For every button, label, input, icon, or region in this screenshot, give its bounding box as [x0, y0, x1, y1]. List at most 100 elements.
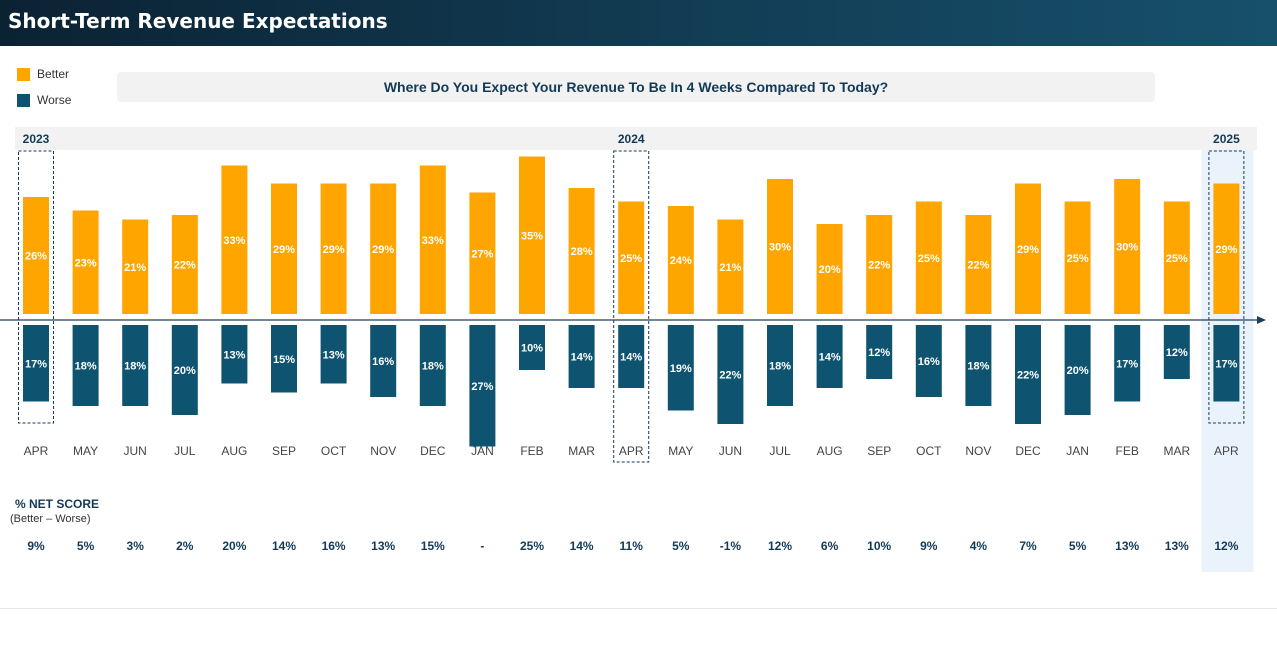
month-label: JUL: [769, 444, 791, 458]
better-value-label: 25%: [1067, 253, 1089, 265]
worse-bar: [717, 325, 744, 424]
legend-swatch-better: [17, 68, 30, 81]
better-value-label: 35%: [521, 230, 543, 242]
net-score-value: 4%: [970, 539, 988, 553]
better-value-label: 29%: [1215, 244, 1237, 256]
worse-value-label: 18%: [124, 361, 146, 373]
better-value-label: 30%: [1116, 242, 1138, 254]
worse-bar: [1114, 325, 1141, 402]
worse-value-label: 14%: [571, 352, 593, 364]
worse-bar: [866, 325, 893, 379]
better-value-label: 21%: [719, 262, 741, 274]
worse-bar: [469, 325, 496, 447]
worse-value-label: 22%: [1017, 370, 1039, 382]
net-score-value: 2%: [176, 539, 194, 553]
better-value-label: 26%: [25, 251, 47, 263]
better-bar: [618, 201, 645, 314]
month-label: JAN: [471, 444, 494, 458]
worse-value-label: 17%: [25, 358, 47, 370]
worse-value-label: 13%: [323, 349, 345, 361]
worse-bar: [816, 325, 843, 388]
month-label: AUG: [221, 444, 247, 458]
month-label: MAR: [568, 444, 595, 458]
worse-bar: [915, 325, 942, 397]
net-score-value: 13%: [1115, 539, 1139, 553]
page-title: Short-Term Revenue Expectations: [8, 9, 388, 33]
net-score-value: 25%: [520, 539, 544, 553]
worse-value-label: 20%: [1067, 365, 1089, 377]
month-label: JUL: [174, 444, 196, 458]
better-bar: [72, 210, 99, 314]
better-bar: [1064, 201, 1091, 314]
worse-value-label: 18%: [75, 361, 97, 373]
month-label: DEC: [1015, 444, 1041, 458]
worse-value-label: 12%: [1166, 347, 1188, 359]
better-bar: [1163, 201, 1190, 314]
better-value-label: 30%: [769, 242, 791, 254]
month-label: OCT: [916, 444, 942, 458]
worse-value-label: 15%: [273, 354, 295, 366]
better-bar: [866, 215, 893, 314]
year-label: 2023: [23, 132, 50, 146]
net-score-title: % NET SCORE: [15, 497, 100, 511]
worse-bar: [1015, 325, 1041, 424]
net-score-value: 13%: [371, 539, 395, 553]
better-value-label: 22%: [967, 260, 989, 272]
better-bar: [171, 215, 198, 314]
worse-value-label: 18%: [967, 361, 989, 373]
month-label: JUN: [124, 444, 147, 458]
better-bar: [965, 215, 992, 314]
better-bar: [717, 219, 744, 314]
worse-value-label: 14%: [819, 352, 841, 364]
net-score-value: 6%: [821, 539, 839, 553]
worse-value-label: 18%: [422, 361, 444, 373]
better-value-label: 22%: [174, 260, 196, 272]
worse-bar: [419, 325, 446, 406]
better-value-label: 33%: [223, 235, 245, 247]
better-bar: [767, 179, 793, 314]
month-label: AUG: [817, 444, 843, 458]
net-score-value: 5%: [1069, 539, 1087, 553]
net-score-value: 9%: [920, 539, 938, 553]
worse-value-label: 14%: [620, 352, 642, 364]
worse-bar: [767, 325, 793, 406]
net-score-value: 14%: [570, 539, 594, 553]
month-label: APR: [24, 444, 49, 458]
net-score-value: 10%: [867, 539, 891, 553]
net-score-value: -: [480, 539, 484, 553]
month-label: SEP: [867, 444, 891, 458]
legend-label-better: Better: [37, 67, 70, 81]
better-value-label: 33%: [422, 235, 444, 247]
better-bar: [221, 165, 248, 314]
better-bar: [271, 183, 297, 314]
better-value-label: 29%: [1017, 244, 1039, 256]
bottom-divider: [0, 608, 1277, 609]
better-value-label: 25%: [620, 253, 642, 265]
month-label: MAR: [1163, 444, 1190, 458]
better-value-label: 24%: [670, 255, 692, 267]
worse-bar: [1064, 325, 1091, 415]
year-label: 2024: [618, 132, 645, 146]
legend-label-worse: Worse: [37, 93, 72, 107]
better-value-label: 23%: [75, 257, 97, 269]
worse-bar: [271, 325, 297, 393]
worse-bar: [1163, 325, 1190, 379]
month-label: FEB: [520, 444, 543, 458]
month-label: APR: [1214, 444, 1239, 458]
month-label: OCT: [321, 444, 347, 458]
worse-value-label: 12%: [868, 347, 890, 359]
better-bar: [1015, 183, 1041, 314]
better-bar: [816, 224, 843, 314]
worse-value-label: 17%: [1116, 358, 1138, 370]
worse-bar: [171, 325, 198, 415]
worse-bar: [370, 325, 397, 397]
net-score-value: 7%: [1019, 539, 1037, 553]
net-score-value: 3%: [127, 539, 145, 553]
better-value-label: 22%: [868, 260, 890, 272]
net-score-value: 12%: [1214, 539, 1238, 553]
worse-value-label: 16%: [372, 356, 394, 368]
worse-bar: [1213, 325, 1240, 402]
better-value-label: 28%: [571, 246, 593, 258]
legend-swatch-worse: [17, 94, 30, 107]
